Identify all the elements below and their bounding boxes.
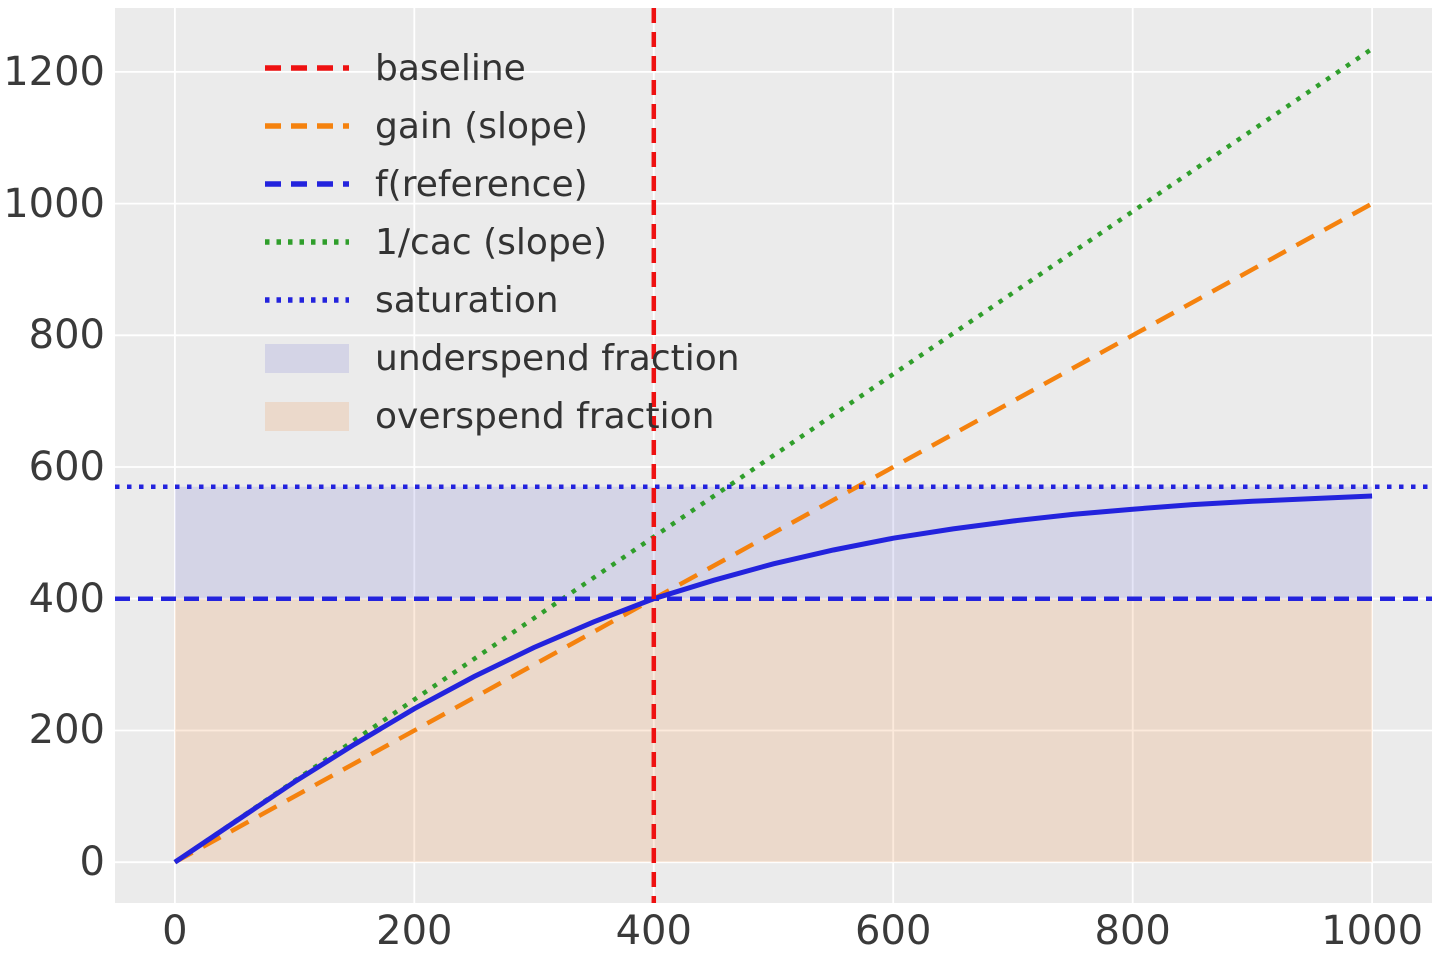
legend-row-overspend-fraction: overspend fraction xyxy=(265,387,740,445)
plot-area: baseline gain (slope) f(reference) 1/cac (s… xyxy=(115,8,1432,903)
legend-row-f-reference: f(reference) xyxy=(265,155,740,213)
legend-line-sample xyxy=(265,181,349,187)
legend-line-sample xyxy=(265,239,349,245)
y-tick-label: 400 xyxy=(28,575,105,622)
legend-label: gain (slope) xyxy=(375,105,589,147)
y-tick-label: 1000 xyxy=(3,180,105,227)
legend-row-baseline: baseline xyxy=(265,39,740,97)
legend-label: underspend fraction xyxy=(375,337,740,379)
x-tick-label: 1000 xyxy=(1321,908,1424,954)
legend-row-saturation: saturation xyxy=(265,271,740,329)
legend-patch xyxy=(265,401,349,431)
legend-label: f(reference) xyxy=(375,163,588,205)
legend-swatch-dashed-icon xyxy=(265,64,349,72)
line-1-cac-slope xyxy=(173,46,1374,865)
legend-row-1-cac-slope: 1/cac (slope) xyxy=(265,213,740,271)
legend-swatch-patch-icon xyxy=(265,343,349,373)
line-response-curve xyxy=(173,493,1373,865)
legend-swatch-dashed-icon xyxy=(265,122,349,130)
legend-label: 1/cac (slope) xyxy=(375,221,607,263)
y-tick-label: 1200 xyxy=(3,48,105,95)
legend-line-sample xyxy=(265,65,349,71)
x-tick-label: 600 xyxy=(855,908,932,954)
legend-label: saturation xyxy=(375,279,559,321)
chart-canvas xyxy=(115,8,1432,903)
legend-row-underspend-fraction: underspend fraction xyxy=(265,329,740,387)
legend-label: overspend fraction xyxy=(375,395,715,437)
legend: baseline gain (slope) f(reference) 1/cac (s… xyxy=(265,39,740,445)
legend-swatch-dashed-icon xyxy=(265,180,349,188)
legend-row-gain-slope: gain (slope) xyxy=(265,97,740,155)
y-tick-label: 0 xyxy=(79,839,105,886)
x-tick-label: 400 xyxy=(615,908,692,954)
legend-swatch-dotted-icon xyxy=(265,296,349,304)
y-tick-label: 200 xyxy=(28,707,105,754)
y-axis-tick-labels: 0 200 400 600 800 1000 1200 xyxy=(0,0,105,960)
x-tick-label: 800 xyxy=(1094,908,1171,954)
legend-line-sample xyxy=(265,123,349,129)
y-tick-label: 800 xyxy=(28,312,105,359)
y-tick-label: 600 xyxy=(28,444,105,491)
line-gain-slope xyxy=(173,201,1374,865)
legend-line-sample xyxy=(265,297,349,303)
x-tick-label: 0 xyxy=(162,908,188,954)
legend-swatch-dotted-icon xyxy=(265,238,349,246)
legend-label: baseline xyxy=(375,47,526,89)
x-tick-label: 200 xyxy=(376,908,453,954)
legend-swatch-patch-icon xyxy=(265,401,349,431)
legend-patch xyxy=(265,343,349,373)
